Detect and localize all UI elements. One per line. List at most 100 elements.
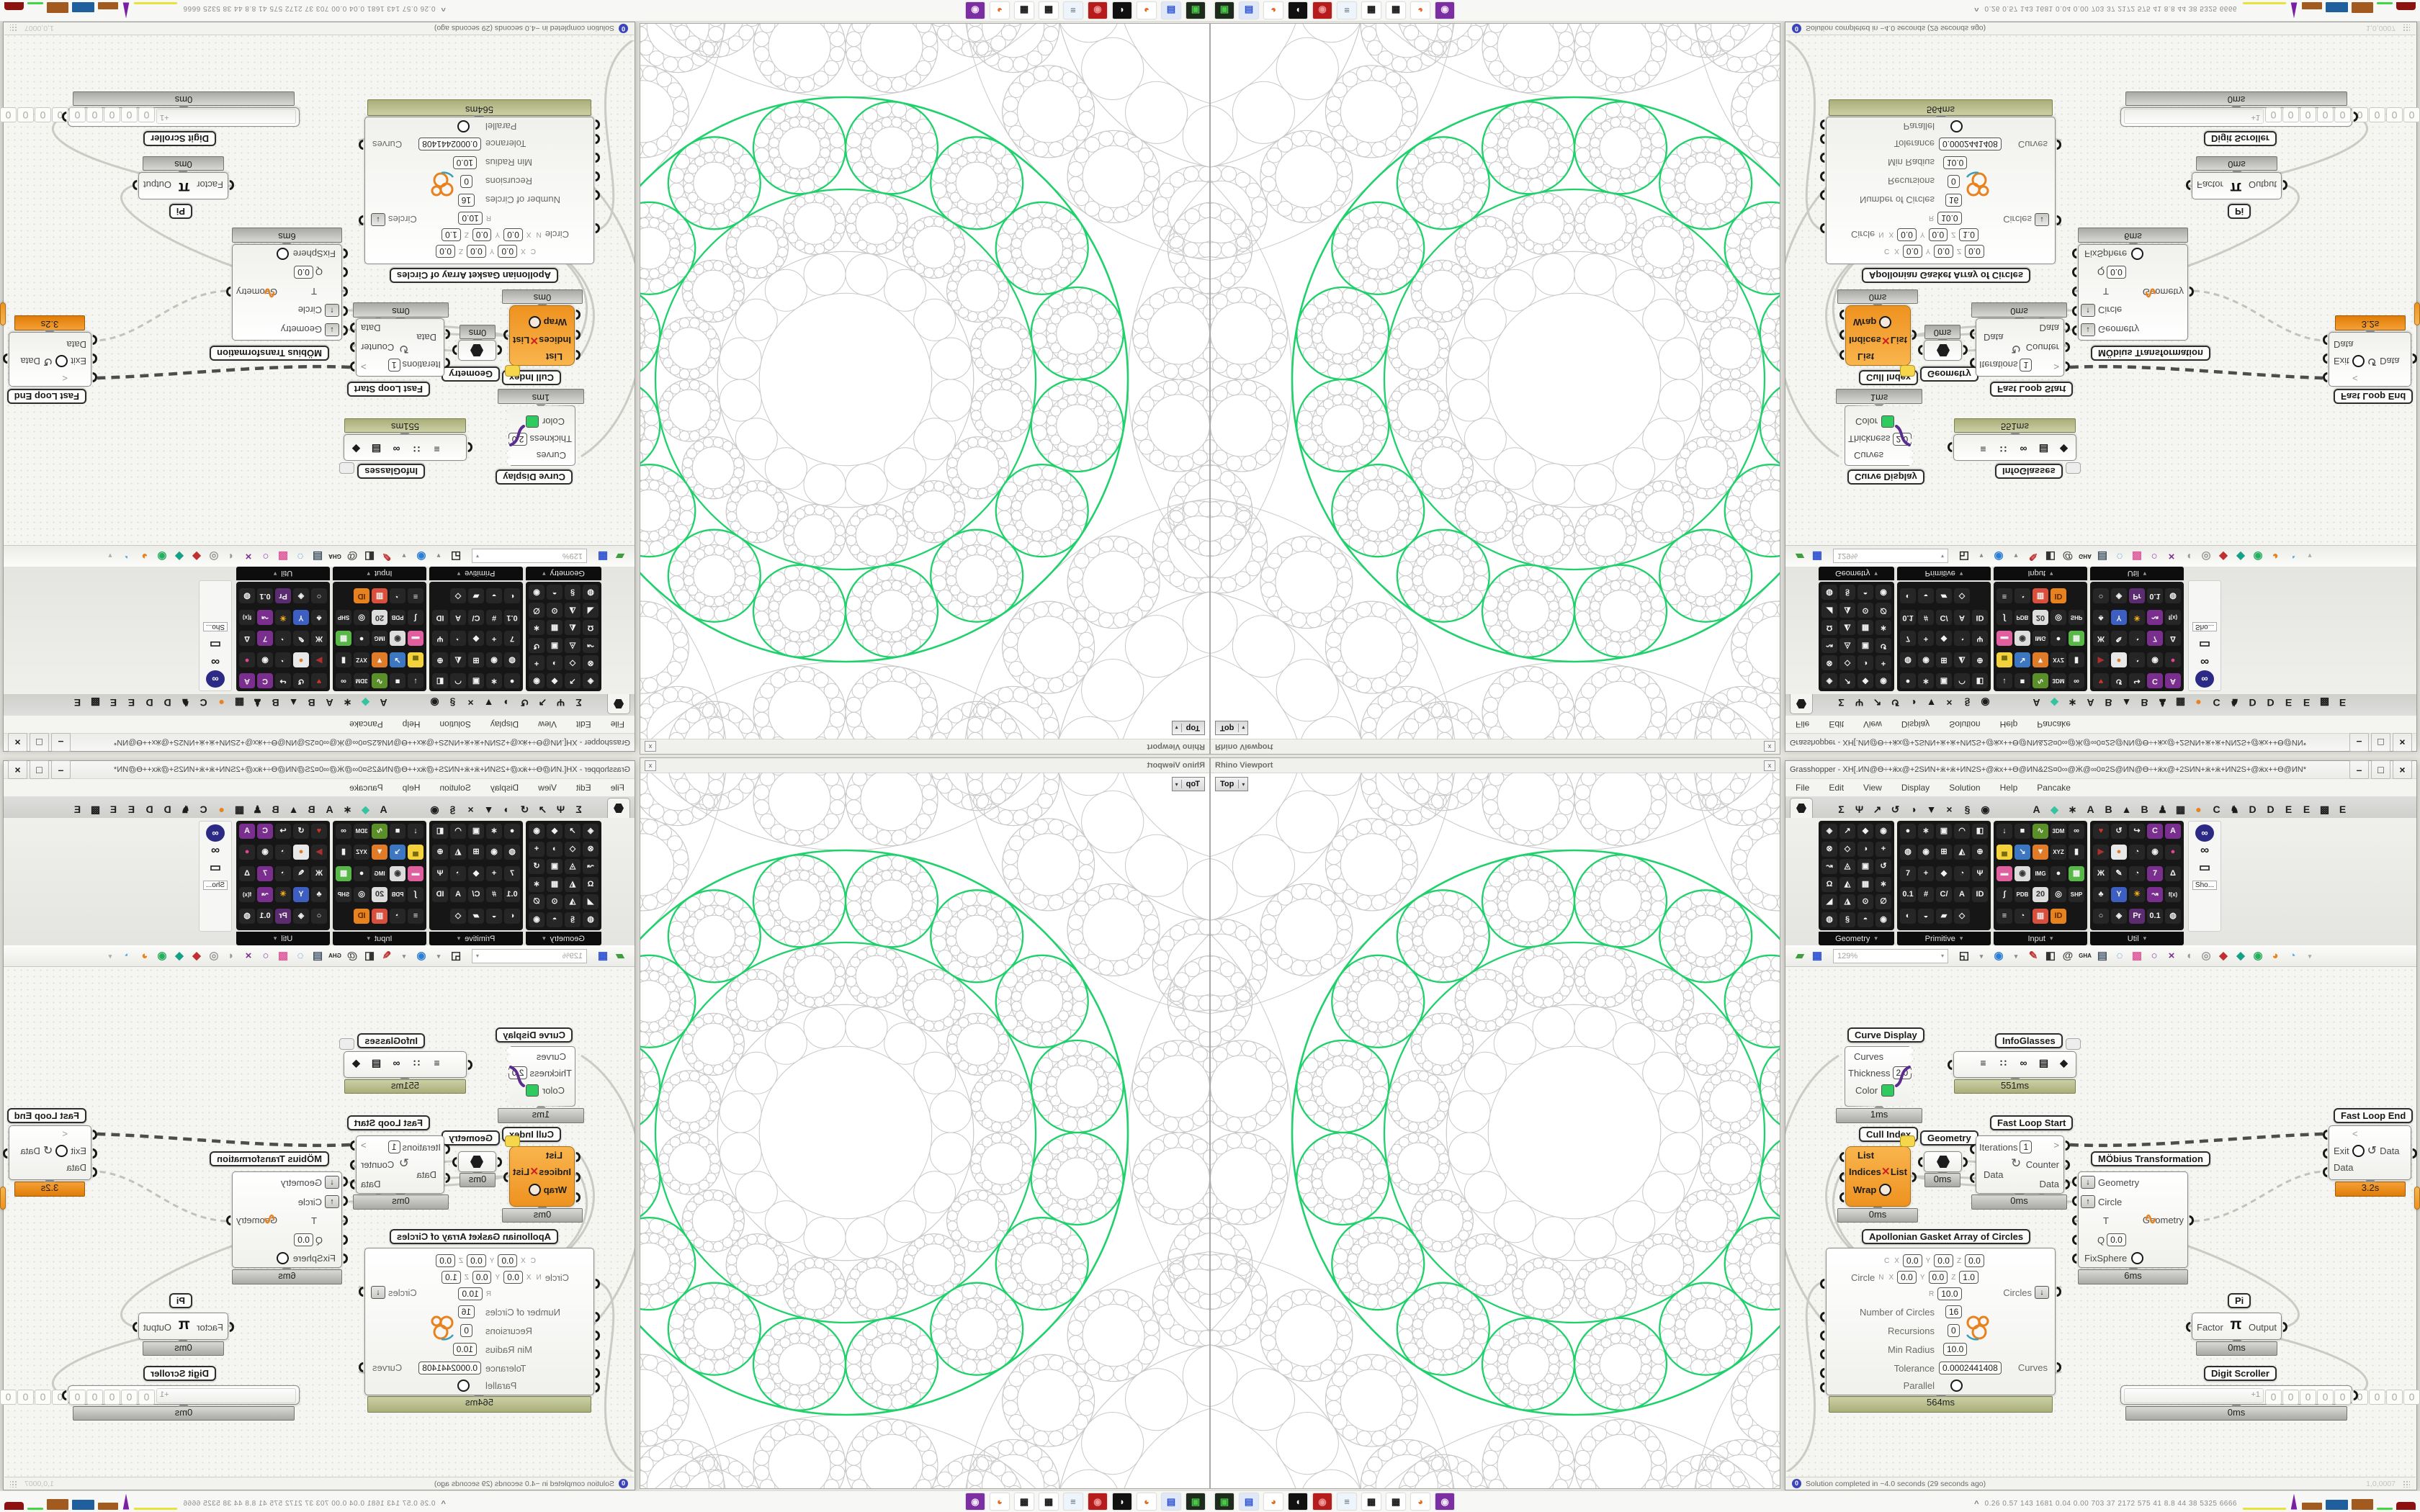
icon-tile[interactable]: ▬ — [408, 631, 424, 647]
icon-tile[interactable]: ◕ — [2272, 949, 2279, 962]
icon-tile[interactable]: ∫ — [1996, 609, 2012, 625]
icon-tile[interactable]: ▣ — [1186, 1493, 1206, 1511]
icon-tile[interactable]: ◆ — [2236, 550, 2245, 563]
list-item[interactable]: 0 — [2403, 107, 2420, 122]
icon-tile[interactable]: ▼ — [2033, 845, 2048, 860]
icon-tile[interactable]: × — [467, 804, 474, 815]
list-item[interactable]: File — [610, 719, 624, 729]
list-item[interactable]: Help — [402, 783, 421, 793]
list-item[interactable]: Help — [1999, 719, 2018, 729]
icon-tile[interactable]: ▾ — [108, 952, 112, 960]
icon-tile[interactable]: ▼ — [483, 697, 494, 708]
list-item[interactable]: 0 — [0, 1390, 17, 1405]
icon-tile[interactable]: ◈ — [1821, 673, 1837, 688]
component-body[interactable]: Iterations 1 Data > Counter Data ↻ — [356, 1135, 444, 1194]
list-item[interactable]: 0 — [2317, 1390, 2334, 1405]
list-item[interactable]: 0 — [2386, 1390, 2403, 1405]
component-clipped-edge[interactable] — [0, 302, 6, 325]
icon-tile[interactable]: ♟ — [253, 804, 262, 815]
icon-tile[interactable]: ☀ — [275, 609, 291, 625]
icon-tile[interactable]: ◉ — [257, 652, 273, 667]
icon-tile[interactable]: ● — [354, 865, 369, 881]
icon-tile[interactable]: ▩ — [277, 550, 289, 563]
icon-tile[interactable]: 3DM — [354, 673, 369, 688]
icon-tile[interactable]: E — [2285, 697, 2293, 708]
icon-tile[interactable]: ∅ — [529, 894, 544, 909]
component-body[interactable]: +1 00000000000 — [0, 1385, 300, 1405]
icon-tile[interactable]: C — [2147, 673, 2163, 688]
icon-tile[interactable]: ● — [1900, 824, 1916, 839]
icon-tile[interactable]: ● — [293, 652, 309, 667]
icon-tile[interactable]: ■ — [390, 824, 405, 839]
tray-expand-icon[interactable]: ^ — [441, 1499, 446, 1508]
icon-tile[interactable]: ✎ — [2111, 631, 2127, 647]
icon-tile[interactable]: ▰ — [616, 550, 624, 563]
icon-tile[interactable]: ↓ — [1996, 824, 2012, 839]
icon-tile[interactable]: ◌ — [2116, 949, 2123, 962]
list-item[interactable]: 0 — [17, 1390, 34, 1405]
color-swatch[interactable] — [526, 1084, 539, 1097]
icon-tile[interactable]: ◆ — [2219, 550, 2228, 563]
icon-tile[interactable]: 7 — [504, 865, 520, 881]
icon-tile[interactable]: ◕ — [141, 949, 148, 962]
grasshopper-titlebar[interactable]: Grasshopper - XH[.ИN@Ө÷+ӝx@+2SИN+ӝ+ӝ+ИN2… — [4, 733, 635, 752]
icon-tile[interactable]: ✎ — [2028, 949, 2038, 962]
icon-tile[interactable]: ◑ — [503, 697, 510, 708]
ribbon-side-panel[interactable]: ∞ ∞ ▭ Sho... — [2188, 821, 2221, 932]
icon-tile[interactable]: @ — [2062, 550, 2074, 563]
color-swatch[interactable] — [1881, 415, 1894, 428]
viewport-projection-button[interactable]: Top ▾ — [1215, 777, 1249, 791]
icon-tile[interactable]: ∗ — [1918, 824, 1934, 839]
component-body[interactable]: ≡ ∷ ∞ ▤ ◆ — [344, 1051, 467, 1078]
icon-tile[interactable]: ◱ — [450, 550, 462, 563]
icon-tile[interactable]: Ψ — [556, 697, 565, 708]
circle-cz[interactable]: 0.0 — [1965, 245, 1984, 258]
icon-tile[interactable]: 0.1 — [2147, 588, 2163, 604]
icon-tile[interactable]: ▩ — [2319, 804, 2330, 815]
circle-cx[interactable]: 0.0 — [1902, 1254, 1922, 1267]
component-body[interactable]: List Indices ✕ List Wrap — [1839, 1146, 1917, 1207]
icon-tile[interactable]: E — [109, 804, 117, 815]
icon-tile[interactable]: ◢ — [1821, 603, 1837, 618]
icon-tile[interactable]: ↝ — [257, 609, 273, 625]
icon-tile[interactable]: ▦ — [1811, 949, 1823, 962]
icon-tile[interactable]: ↗ — [1873, 697, 1882, 708]
icon-tile[interactable]: ∞ — [210, 843, 220, 857]
icon-tile[interactable]: 3DM — [2051, 673, 2066, 688]
icon-tile[interactable]: ◍ — [1900, 652, 1916, 667]
icon-tile[interactable]: ▤ — [2097, 550, 2108, 563]
component-clipped-edge[interactable] — [2414, 302, 2420, 325]
icon-tile[interactable]: SHP — [2069, 887, 2084, 903]
digit-cells[interactable]: 00000000000 — [2265, 106, 2420, 124]
icon-tile[interactable]: × — [2168, 949, 2175, 962]
icon-tile[interactable]: IMG — [2033, 631, 2048, 647]
icon-tile[interactable]: ✎ — [2111, 865, 2127, 881]
icon-tile[interactable]: ◎ — [2201, 550, 2211, 563]
icon-tile[interactable]: ◖ — [1288, 1, 1308, 19]
icon-tile[interactable]: 7 — [2147, 631, 2163, 647]
icon-tile[interactable]: ◕ — [1137, 1493, 1157, 1511]
icon-tile[interactable]: ✎ — [293, 631, 309, 647]
icon-tile[interactable]: ☀ — [275, 887, 291, 903]
icon-tile[interactable]: ◍ — [504, 845, 520, 860]
icon-tile[interactable]: ID — [2051, 908, 2066, 924]
viewport-canvas[interactable] — [640, 24, 1209, 739]
icon-tile[interactable]: ⊗ — [583, 841, 599, 857]
icon-tile[interactable]: ♣ — [2093, 887, 2109, 903]
icon-tile[interactable]: ◎ — [2201, 949, 2211, 962]
iterations-value[interactable]: 1 — [387, 1140, 400, 1153]
goggles-icons[interactable]: ∞ ∞ ▭ — [206, 636, 225, 688]
icon-tile[interactable]: C — [200, 804, 207, 815]
icon-tile[interactable]: ◕ — [2272, 550, 2279, 563]
icon-tile[interactable]: E — [2339, 804, 2347, 815]
list-item[interactable]: 0 — [121, 107, 138, 122]
circle-cz[interactable]: 0.0 — [1965, 1254, 1984, 1267]
icon-tile[interactable]: ◆ — [1857, 673, 1873, 688]
component-body[interactable]: ↓ Geometry ↑ Circle T Q 0.0 FixSphere Ge… — [232, 244, 342, 341]
icon-tile[interactable]: ● — [2111, 652, 2127, 667]
icon-tile[interactable]: ∅ — [529, 603, 544, 618]
icon-tile[interactable]: ▾ — [436, 952, 441, 960]
icon-tile[interactable]: □ — [30, 760, 49, 779]
icon-tile[interactable]: ⊗ — [583, 655, 599, 671]
primary-tabs[interactable]: Σ Ψ ↗ ↺ ◑ ▼ × § ◉ — [1814, 801, 1994, 818]
